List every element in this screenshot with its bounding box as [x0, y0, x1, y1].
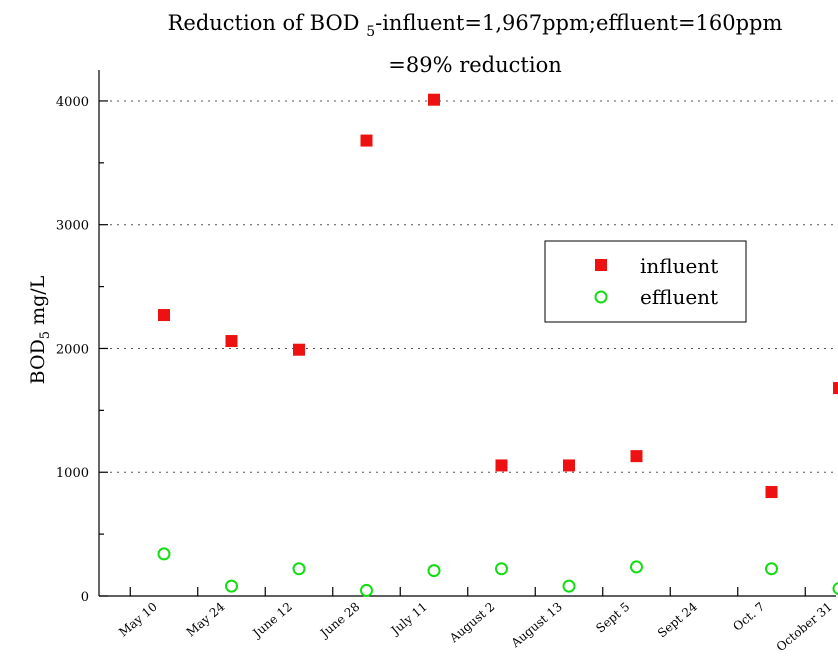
y-tick-label: 0 — [81, 590, 89, 605]
x-tick-label: Oct. 7 — [730, 600, 767, 634]
effluent-point — [157, 547, 171, 561]
influent-point — [563, 459, 575, 472]
y-tick-label: 1000 — [56, 466, 89, 481]
effluent-point — [292, 562, 306, 576]
y-tick-label: 3000 — [56, 219, 89, 234]
chart-title-line2: =89% reduction — [388, 53, 561, 77]
x-tick-label: August 2 — [446, 600, 497, 646]
effluent-point — [360, 583, 373, 597]
gridlines — [110, 100, 836, 473]
influent-point — [495, 459, 508, 472]
x-tick-label: June 12 — [249, 600, 295, 642]
chart-title-part-a: Reduction of BOD — [168, 11, 367, 35]
x-tick-label: May 10 — [116, 600, 160, 640]
influent-point — [765, 486, 778, 499]
x-tick-label: Sept 24 — [655, 599, 700, 640]
y-tick-labels: 0 1000 2000 3000 4000 — [56, 95, 89, 605]
effluent-point — [427, 564, 441, 578]
legend-influent-marker — [595, 259, 607, 271]
effluent-point — [630, 560, 643, 574]
data-marks — [157, 93, 838, 597]
axes — [98, 70, 836, 597]
x-tick-label: August 13 — [508, 600, 565, 651]
effluent-point — [562, 579, 576, 593]
legend: influent effluent — [544, 240, 747, 323]
influent-point — [225, 335, 238, 348]
x-tick-label: June 28 — [316, 600, 362, 642]
influent-point — [360, 134, 373, 147]
x-tick-label: May 24 — [184, 599, 228, 639]
chart-title-line1: Reduction of BOD 5-influent=1,967ppm;eff… — [168, 11, 783, 40]
legend-influent-label: influent — [640, 254, 718, 278]
influent-point — [158, 309, 170, 322]
legend-box — [544, 240, 747, 323]
legend-effluent-marker — [594, 290, 608, 304]
effluent-point — [765, 562, 778, 576]
influent-point — [833, 382, 838, 395]
x-tick-labels: May 10 May 24 June 12 June 28 July 11 August … — [116, 599, 835, 654]
effluent-point — [225, 579, 238, 593]
x-tick-label: Sept 5 — [593, 600, 632, 636]
influent-point — [630, 450, 643, 463]
x-tick-label: October 31 — [774, 600, 835, 655]
influent-point — [293, 343, 305, 356]
y-axis-label: BOD5 mg/L — [27, 275, 53, 384]
y-tick-label: 2000 — [56, 342, 89, 357]
y-tick-label: 4000 — [56, 95, 89, 110]
chart-title-subscript: 5 — [366, 24, 375, 40]
chart-title-part-b: -influent=1,967ppm;effluent=160ppm — [375, 11, 782, 35]
legend-effluent-label: effluent — [640, 285, 718, 309]
influent-point — [428, 93, 440, 106]
x-tick-label: July 11 — [387, 600, 430, 639]
chart-title: Reduction of BOD 5-influent=1,967ppm;eff… — [168, 11, 783, 77]
effluent-point — [495, 562, 508, 576]
effluent-point — [832, 582, 838, 595]
